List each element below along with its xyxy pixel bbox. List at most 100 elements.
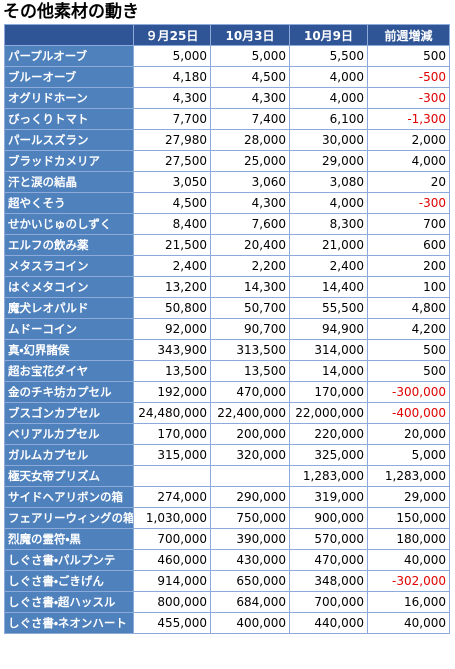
price-cell: 92,000 bbox=[133, 318, 211, 340]
price-cell: 25,000 bbox=[210, 150, 290, 172]
table-row: はぐメタコイン 13,200 14,300 14,400 100 bbox=[4, 276, 450, 298]
price-cell: 192,000 bbox=[133, 381, 211, 403]
item-name: メタスラコイン bbox=[4, 255, 134, 277]
item-name: しぐさ書・ネオンハート bbox=[4, 612, 134, 634]
table-row: 超お宝花ダイヤ 13,500 13,500 14,000 500 bbox=[4, 360, 450, 382]
item-name: 真・幻界諸侯 bbox=[4, 339, 134, 361]
price-cell: 27,500 bbox=[133, 150, 211, 172]
price-cell: 4,200 bbox=[367, 318, 450, 340]
price-cell: 8,300 bbox=[289, 213, 368, 235]
price-cell: 20,000 bbox=[367, 423, 450, 445]
price-cell: 13,500 bbox=[133, 360, 211, 382]
column-header: 10月9日 bbox=[289, 24, 368, 46]
price-cell: 325,000 bbox=[289, 444, 368, 466]
price-cell: 2,400 bbox=[133, 255, 211, 277]
price-cell: 290,000 bbox=[210, 486, 290, 508]
price-cell: 29,000 bbox=[367, 486, 450, 508]
price-cell: 700,000 bbox=[133, 528, 211, 550]
price-cell: 460,000 bbox=[133, 549, 211, 571]
price-cell: 500 bbox=[367, 360, 450, 382]
price-cell: 700 bbox=[367, 213, 450, 235]
price-cell: 4,800 bbox=[367, 297, 450, 319]
price-cell: 914,000 bbox=[133, 570, 211, 592]
price-cell: 1,283,000 bbox=[289, 465, 368, 487]
price-cell: 6,100 bbox=[289, 108, 368, 130]
price-cell: 21,500 bbox=[133, 234, 211, 256]
price-cell: 4,500 bbox=[210, 66, 290, 88]
item-name: しぐさ書・ごきげん bbox=[4, 570, 134, 592]
price-cell: 5,500 bbox=[289, 45, 368, 67]
price-cell: 29,000 bbox=[289, 150, 368, 172]
table-row: しぐさ書・ごきげん 914,000 650,000 348,000 -302,000 bbox=[4, 570, 450, 592]
item-name: フェアリーウィングの箱 bbox=[4, 507, 134, 529]
price-cell: 750,000 bbox=[210, 507, 290, 529]
column-header: ９月25日 bbox=[133, 24, 211, 46]
item-name: ブラッドカメリア bbox=[4, 150, 134, 172]
price-cell: 3,050 bbox=[133, 171, 211, 193]
price-cell: 430,000 bbox=[210, 549, 290, 571]
price-cell: 24,480,000 bbox=[133, 402, 211, 424]
price-cell: 4,000 bbox=[289, 87, 368, 109]
price-cell: 900,000 bbox=[289, 507, 368, 529]
price-cell: 4,300 bbox=[133, 87, 211, 109]
table-row: サイドヘアリボンの箱 274,000 290,000 319,000 29,000 bbox=[4, 486, 450, 508]
price-cell: -302,000 bbox=[367, 570, 450, 592]
item-name: ガルムカプセル bbox=[4, 444, 134, 466]
price-cell: 50,800 bbox=[133, 297, 211, 319]
table-row: せかいじゅのしずく 8,400 7,600 8,300 700 bbox=[4, 213, 450, 235]
price-cell bbox=[133, 465, 211, 487]
price-cell: 170,000 bbox=[289, 381, 368, 403]
price-cell: 5,000 bbox=[210, 45, 290, 67]
price-table: ９月25日 10月3日 10月9日 前週増減 パープルオーブ 5,000 5,000 5,5… bbox=[4, 24, 450, 634]
price-cell: 4,300 bbox=[210, 87, 290, 109]
item-name: エルフの飲み薬 bbox=[4, 234, 134, 256]
price-cell: 1,283,000 bbox=[367, 465, 450, 487]
price-cell: 800,000 bbox=[133, 591, 211, 613]
item-name: 金のチキ坊カプセル bbox=[4, 381, 134, 403]
price-cell: 455,000 bbox=[133, 612, 211, 634]
item-name: ブルーオーブ bbox=[4, 66, 134, 88]
price-cell: 7,400 bbox=[210, 108, 290, 130]
price-cell: 20,400 bbox=[210, 234, 290, 256]
price-cell: 13,200 bbox=[133, 276, 211, 298]
price-cell: 315,000 bbox=[133, 444, 211, 466]
price-cell: 50,700 bbox=[210, 297, 290, 319]
table-head: ９月25日 10月3日 10月9日 前週増減 bbox=[4, 24, 450, 46]
price-cell bbox=[210, 465, 290, 487]
price-cell: 14,300 bbox=[210, 276, 290, 298]
price-cell: 7,600 bbox=[210, 213, 290, 235]
price-cell: 500 bbox=[367, 339, 450, 361]
price-cell: -300 bbox=[367, 192, 450, 214]
table-row: メタスラコイン 2,400 2,200 2,400 200 bbox=[4, 255, 450, 277]
price-cell: 2,400 bbox=[289, 255, 368, 277]
price-cell: 650,000 bbox=[210, 570, 290, 592]
price-cell: 2,200 bbox=[210, 255, 290, 277]
item-name: 魔犬レオパルド bbox=[4, 297, 134, 319]
table-row: オグリドホーン 4,300 4,300 4,000 -300 bbox=[4, 87, 450, 109]
price-cell: 90,700 bbox=[210, 318, 290, 340]
item-name: ムドーコイン bbox=[4, 318, 134, 340]
price-cell: 14,000 bbox=[289, 360, 368, 382]
table-row: フェアリーウィングの箱 1,030,000 750,000 900,000 150,00… bbox=[4, 507, 450, 529]
price-cell: 170,000 bbox=[133, 423, 211, 445]
price-cell: 22,000,000 bbox=[289, 402, 368, 424]
price-cell: 684,000 bbox=[210, 591, 290, 613]
item-name: サイドヘアリボンの箱 bbox=[4, 486, 134, 508]
price-cell: 40,000 bbox=[367, 549, 450, 571]
price-cell: -500 bbox=[367, 66, 450, 88]
item-name: 極天女帝プリズム bbox=[4, 465, 134, 487]
price-cell: 200,000 bbox=[210, 423, 290, 445]
price-cell: 4,000 bbox=[289, 66, 368, 88]
table-row: パールスズラン 27,980 28,000 30,000 2,000 bbox=[4, 129, 450, 151]
table-row: 汗と涙の結晶 3,050 3,060 3,080 20 bbox=[4, 171, 450, 193]
price-cell: 343,900 bbox=[133, 339, 211, 361]
price-cell: 570,000 bbox=[289, 528, 368, 550]
price-cell: -300,000 bbox=[367, 381, 450, 403]
price-cell: 319,000 bbox=[289, 486, 368, 508]
item-name: せかいじゅのしずく bbox=[4, 213, 134, 235]
table-row: ムドーコイン 92,000 90,700 94,900 4,200 bbox=[4, 318, 450, 340]
table-row: 金のチキ坊カプセル 192,000 470,000 170,000 -300,000 bbox=[4, 381, 450, 403]
item-name: 超やくそう bbox=[4, 192, 134, 214]
